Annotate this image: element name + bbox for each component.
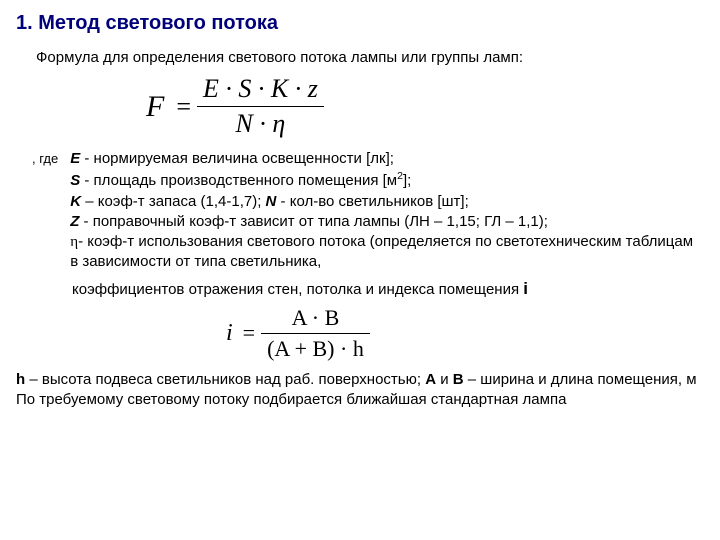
def-k-n: K – коэф-т запаса (1,4-1,7); N - кол-во … bbox=[70, 192, 704, 212]
coeff-reflection-line: коэффициентов отражения стен, потолка и … bbox=[72, 279, 704, 299]
intro-text: Формула для определения светового потока… bbox=[36, 49, 704, 66]
formula-index: i = A · B (A + B) · h bbox=[226, 305, 704, 362]
formula1-lhs: F bbox=[146, 90, 164, 124]
bottom-line-2: По требуемому световому потоку подбирает… bbox=[16, 390, 704, 410]
formula2-fraction: A · B (A + B) · h bbox=[261, 305, 370, 362]
def-s: S - площадь производственного помещения … bbox=[70, 169, 704, 191]
where-label: , где bbox=[32, 149, 58, 166]
formula1-denominator: N · η bbox=[197, 107, 324, 139]
formula2-denominator: (A + B) · h bbox=[261, 334, 370, 362]
equals-sign-2: = bbox=[243, 320, 255, 346]
definitions-block: E - нормируемая величина освещенности [л… bbox=[70, 149, 704, 273]
formula1-fraction: E · S · K · z N · η bbox=[197, 74, 324, 139]
formula2-numerator: A · B bbox=[261, 305, 370, 334]
equals-sign: = bbox=[176, 92, 191, 122]
section-title: 1. Метод светового потока bbox=[16, 12, 704, 35]
formula-main: F = E · S · K · z N · η bbox=[146, 74, 704, 139]
formula2-lhs: i bbox=[226, 320, 233, 347]
bottom-line-1: h – высота подвеса светильников над раб.… bbox=[16, 370, 704, 390]
def-eta: η- коэф-т использования светового потока… bbox=[70, 232, 704, 273]
def-z: Z - поправочный коэф-т зависит от типа л… bbox=[70, 212, 704, 232]
bottom-text: h – высота подвеса светильников над раб.… bbox=[16, 370, 704, 411]
def-e: E - нормируемая величина освещенности [л… bbox=[70, 149, 704, 169]
formula1-numerator: E · S · K · z bbox=[197, 74, 324, 107]
